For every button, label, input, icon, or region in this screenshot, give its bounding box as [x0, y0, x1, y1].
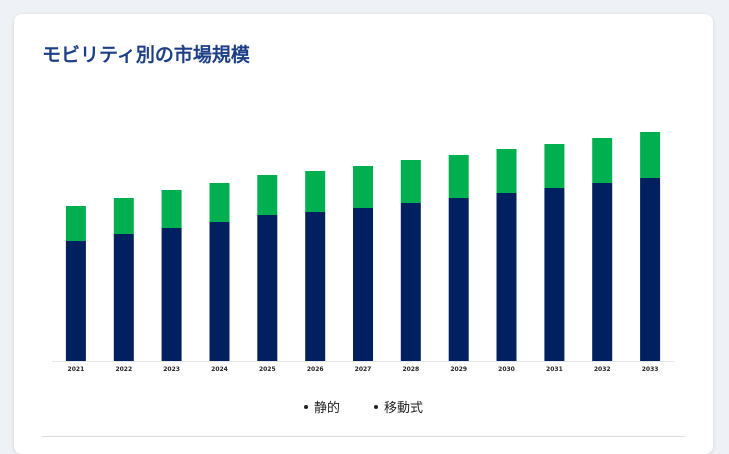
divider [42, 436, 685, 437]
legend-item-static[interactable]: 静的 [303, 397, 340, 416]
bar-mobile-2026[interactable] [305, 171, 326, 212]
legend-label-static: 静的 [313, 401, 340, 416]
legend-bullet [374, 404, 378, 409]
bar-static-2030[interactable] [496, 193, 517, 361]
x-tick-label: 2022 [115, 366, 132, 373]
x-tick-label: 2027 [355, 366, 372, 373]
x-tick-label: 2032 [594, 366, 611, 373]
bar-mobile-2027[interactable] [353, 166, 373, 208]
chart-card: モビリティ別の市場規模 2021 2022 2023 2024 2025 2026 2027… [14, 14, 713, 454]
bar-chart: 2021 2022 2023 2024 2025 2026 2027 2028 2029 2030… [52, 132, 674, 373]
bar-static-2032[interactable] [592, 183, 613, 361]
chart-title: モビリティ別の市場規模 [42, 44, 250, 66]
x-tick-label: 2026 [307, 366, 324, 373]
bar-static-2022[interactable] [113, 234, 134, 361]
bar-static-2026[interactable] [305, 212, 326, 361]
bar-static-2033[interactable] [640, 178, 661, 361]
x-tick-label: 2033 [642, 366, 659, 373]
x-tick-label: 2023 [163, 366, 180, 373]
legend-item-mobile[interactable]: 移動式 [374, 397, 423, 416]
bar-static-2023[interactable] [161, 228, 182, 361]
bar-mobile-2033[interactable] [640, 132, 661, 178]
bar-static-2029[interactable] [448, 198, 469, 361]
legend-bullet [303, 404, 308, 409]
bar-mobile-2031[interactable] [544, 144, 565, 188]
bar-static-2031[interactable] [544, 188, 565, 361]
bar-mobile-2021[interactable] [65, 206, 86, 241]
bar-mobile-2029[interactable] [448, 155, 469, 198]
bar-mobile-2025[interactable] [257, 175, 278, 215]
bar-static-2024[interactable] [209, 222, 230, 361]
x-tick-label: 2030 [498, 366, 515, 373]
bar-mobile-2030[interactable] [496, 149, 517, 193]
x-tick-label: 2025 [259, 366, 276, 373]
bar-mobile-2024[interactable] [209, 183, 230, 222]
x-tick-label: 2031 [546, 366, 563, 373]
x-tick-label: 2029 [450, 366, 467, 373]
bar-mobile-2028[interactable] [400, 160, 421, 203]
x-tick-label: 2028 [402, 366, 419, 373]
bar-static-2021[interactable] [65, 241, 86, 361]
bar-mobile-2022[interactable] [113, 198, 134, 234]
legend-label-mobile: 移動式 [384, 401, 424, 416]
bar-static-2027[interactable] [353, 208, 373, 361]
x-tick-label: 2021 [68, 366, 85, 373]
x-tick-label: 2024 [211, 366, 228, 373]
bar-mobile-2032[interactable] [592, 138, 613, 183]
legend: 静的 移動式 [14, 397, 713, 416]
bar-static-2025[interactable] [257, 215, 278, 361]
bar-static-2028[interactable] [400, 203, 421, 361]
bar-mobile-2023[interactable] [161, 190, 182, 228]
